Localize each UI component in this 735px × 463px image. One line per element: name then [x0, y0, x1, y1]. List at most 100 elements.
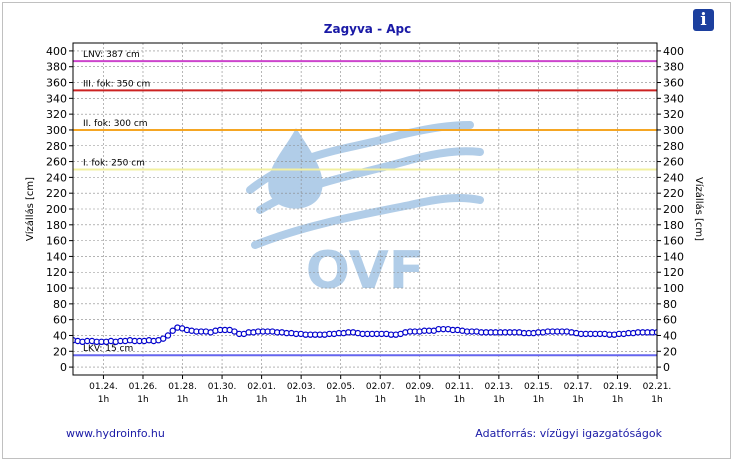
y-tick-label: 280 — [46, 140, 67, 153]
reference-label: II. fok: 300 cm — [83, 119, 148, 129]
y-tick-label: 20 — [53, 345, 67, 358]
y-tick-label: 80 — [53, 298, 67, 311]
y-axis-label-left: Vízállás [cm] — [24, 177, 36, 241]
info-icon[interactable]: i — [693, 9, 714, 31]
data-source: Adatforrás: vízügyi igazgatóságok — [475, 427, 662, 440]
y-tick-label: 400 — [46, 45, 67, 58]
y-tick-label: 160 — [663, 235, 684, 248]
x-tick-label: 01.26. — [129, 382, 158, 392]
x-tick-sublabel: 1h — [375, 395, 386, 405]
x-tick-label: 02.01. — [247, 382, 276, 392]
y-tick-label: 200 — [663, 203, 684, 216]
y-tick-label: 360 — [663, 77, 684, 90]
x-tick-sublabel: 1h — [295, 395, 306, 405]
y-tick-label: 40 — [663, 329, 677, 342]
grid — [73, 43, 658, 375]
x-tick-label: 02.09. — [405, 382, 434, 392]
y-tick-label: 320 — [46, 108, 67, 121]
y-tick-label: 20 — [663, 345, 677, 358]
y-tick-label: 160 — [46, 235, 67, 248]
y-tick-label: 40 — [53, 329, 67, 342]
x-tick-sublabel: 1h — [493, 395, 504, 405]
ovf-watermark-logo: OVF — [246, 121, 484, 301]
x-tick-label: 02.13. — [485, 382, 514, 392]
reference-label: LNV: 387 cm — [83, 50, 140, 60]
data-point — [169, 327, 176, 334]
y-tick-label: 100 — [663, 282, 684, 295]
watermark-wave-icon — [246, 121, 474, 194]
x-tick-label: 02.15. — [524, 382, 553, 392]
y-tick-label: 340 — [46, 92, 67, 105]
x-tick-label: 02.07. — [366, 382, 395, 392]
y-tick-label: 60 — [53, 314, 67, 327]
y-tick-label: 240 — [663, 171, 684, 184]
y-tick-label: 140 — [46, 250, 67, 263]
reference-label: I. fok: 250 cm — [83, 158, 145, 168]
x-tick-sublabel: 1h — [533, 395, 544, 405]
y-tick-label: 380 — [663, 61, 684, 74]
y-tick-label: 280 — [663, 140, 684, 153]
series-line — [73, 324, 657, 345]
y-tick-label: 180 — [46, 219, 67, 232]
y-tick-label: 140 — [663, 250, 684, 263]
data-point — [164, 332, 172, 339]
x-axis: 01.24. 1h 01.26. 1h 01.28. 1h 01.30. 1h 02.01. 1h… — [89, 375, 671, 405]
reference-label: III. fok: 350 cm — [83, 79, 150, 89]
watermark-wave-icon — [256, 147, 484, 214]
x-tick-label: 02.19. — [603, 382, 632, 392]
y-axis-right: 0 20 40 60 80 100 120 140 160 180 200 220 240 260 280 3… — [657, 45, 684, 374]
data-point — [653, 329, 657, 336]
x-tick-label: 02.03. — [287, 382, 316, 392]
y-tick-label: 300 — [46, 124, 67, 137]
y-tick-label: 0 — [663, 361, 670, 374]
x-tick-sublabel: 1h — [137, 395, 148, 405]
x-tick-label: 02.21. — [643, 382, 672, 392]
reference-lines: LNV: 387 cm III. fok: 350 cm II. fok: 300 … — [73, 50, 657, 357]
y-tick-label: 100 — [46, 282, 67, 295]
x-tick-label: 01.28. — [168, 382, 197, 392]
x-tick-sublabel: 1h — [216, 395, 227, 405]
reference-label: LKV: 15 cm — [83, 344, 133, 354]
y-tick-label: 380 — [46, 61, 67, 74]
y-axis-left: 0 20 40 60 80 100 120 140 160 180 200 220 240 260 280 3… — [46, 45, 73, 374]
y-tick-label: 260 — [46, 156, 67, 169]
y-tick-label: 300 — [663, 124, 684, 137]
chart-panel — [2, 2, 731, 459]
x-tick-sublabel: 1h — [612, 395, 623, 405]
y-tick-label: 360 — [46, 77, 67, 90]
y-tick-label: 220 — [663, 187, 684, 200]
y-tick-label: 80 — [663, 298, 677, 311]
x-tick-sublabel: 1h — [177, 395, 188, 405]
y-tick-label: 400 — [663, 45, 684, 58]
y-tick-label: 240 — [46, 171, 67, 184]
y-tick-label: 120 — [46, 266, 67, 279]
x-tick-label: 02.11. — [445, 382, 474, 392]
x-tick-sublabel: 1h — [335, 395, 346, 405]
y-tick-label: 60 — [663, 314, 677, 327]
y-tick-label: 260 — [663, 156, 684, 169]
y-tick-label: 180 — [663, 219, 684, 232]
x-tick-label: 01.24. — [89, 382, 118, 392]
x-tick-sublabel: 1h — [98, 395, 109, 405]
y-tick-label: 120 — [663, 266, 684, 279]
x-tick-sublabel: 1h — [572, 395, 583, 405]
data-point — [160, 335, 167, 342]
x-tick-label: 02.05. — [326, 382, 355, 392]
x-tick-sublabel: 1h — [256, 395, 267, 405]
x-tick-sublabel: 1h — [454, 395, 465, 405]
website-link[interactable]: www.hydroinfo.hu — [66, 427, 165, 440]
watermark-wave-icon — [251, 193, 484, 249]
x-tick-sublabel: 1h — [651, 395, 662, 405]
watermark-text: OVF — [306, 241, 425, 301]
y-tick-label: 220 — [46, 187, 67, 200]
x-tick-label: 02.17. — [564, 382, 593, 392]
x-tick-label: 01.30. — [208, 382, 237, 392]
y-tick-label: 0 — [60, 361, 67, 374]
chart-title: Zagyva - Apc — [323, 22, 412, 36]
y-tick-label: 200 — [46, 203, 67, 216]
y-tick-label: 320 — [663, 108, 684, 121]
y-axis-label-right: Vízállás [cm] — [693, 177, 705, 241]
x-tick-sublabel: 1h — [414, 395, 425, 405]
y-tick-label: 340 — [663, 92, 684, 105]
